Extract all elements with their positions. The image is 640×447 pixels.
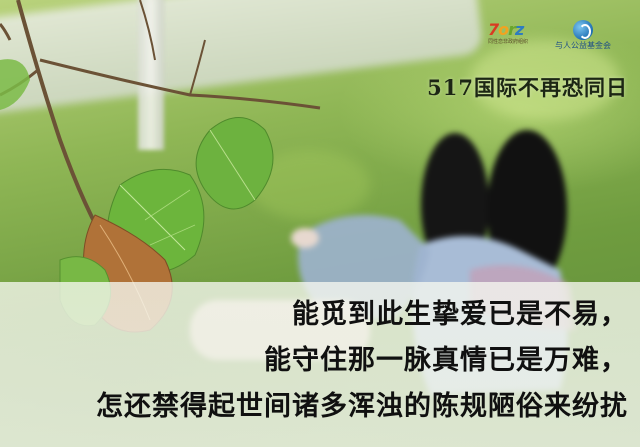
background-pole <box>138 0 164 150</box>
poster-title: 517国际不再恐同日 <box>427 75 628 100</box>
verse-line: 能觅到此生挚爱已是不易， <box>292 299 628 330</box>
logo-tagline: 同性恋非政府组织 <box>488 39 529 45</box>
foundation-name: 与人公益基金会 <box>555 41 611 50</box>
foundation-logo-icon <box>573 20 593 40</box>
bokeh-light <box>470 40 620 120</box>
logo-wordmark: 7orz <box>488 20 524 39</box>
partner-logo-yuren-foundation: 与人公益基金会 <box>548 20 618 54</box>
partner-logo-7orz: 7orz 同性恋非政府组织 <box>488 22 538 52</box>
verse-block: 能觅到此生挚爱已是不易， 能守住那一脉真情已是万难， 怎还禁得起世间诸多浑浊的陈… <box>96 292 628 430</box>
verse-line: 能守住那一脉真情已是万难， <box>264 345 628 376</box>
text-band <box>0 282 640 447</box>
verse-line: 怎还禁得起世间诸多浑浊的陈规陋俗来纷扰 <box>96 391 628 422</box>
